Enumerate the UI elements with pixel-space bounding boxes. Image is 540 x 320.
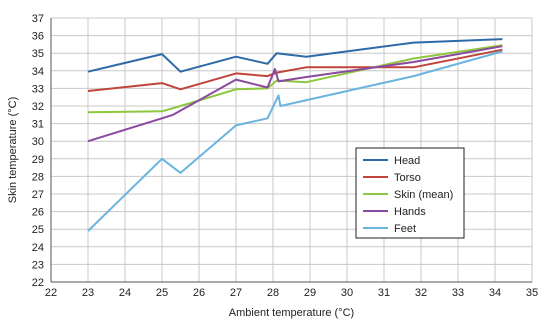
x-tick-label: 29 [304,287,316,299]
x-tick-label: 28 [267,287,279,299]
y-tick-label: 24 [32,242,44,254]
y-axis-title: Skin temperature (°C) [7,97,19,204]
x-tick-label: 33 [452,287,464,299]
chart-series [87,38,503,232]
y-tick-label: 23 [32,259,44,271]
x-tick-label: 24 [119,287,131,299]
y-tick-label: 29 [32,154,44,166]
y-tick-label: 35 [32,48,44,60]
y-tick-label: 26 [32,207,44,219]
y-tick-label: 37 [32,13,44,25]
y-tick-label: 36 [32,31,44,43]
x-tick-label: 34 [489,287,501,299]
chart-legend: Head Torso Skin (mean) Hands Feet [355,147,465,239]
x-tick-label: 25 [156,287,168,299]
x-tick-label: 27 [230,287,242,299]
chart-axes [50,18,532,283]
y-tick-label: 33 [32,83,44,95]
series-line-hands [87,45,503,143]
y-tick-label: 30 [32,136,44,148]
x-tick-label: 26 [193,287,205,299]
x-tick-label: 32 [415,287,427,299]
y-tick-label: 31 [32,119,44,131]
x-tick-label: 30 [341,287,353,299]
x-tick-label: 23 [82,287,94,299]
y-tick-label: 32 [32,101,44,113]
x-tick-label: 35 [526,287,538,299]
series-line-feet [87,50,503,232]
legend-label: Head [394,155,420,167]
legend-label: Hands [394,206,426,218]
y-tick-label: 22 [32,277,44,289]
y-tick-label: 27 [32,189,44,201]
x-axis-title: Ambient temperature (°C) [229,307,354,319]
x-tick-label: 31 [378,287,390,299]
legend-label: Feet [394,223,416,235]
y-tick-label: 25 [32,224,44,236]
legend-label: Skin (mean) [394,189,453,201]
x-tick-labels: 22 23 24 25 26 27 28 29 30 31 32 33 34 35 [45,287,538,299]
y-tick-labels: 22 23 24 25 26 27 28 29 30 31 32 33 34 35 36 37 [32,13,44,289]
legend-label: Torso [394,172,421,184]
y-tick-label: 28 [32,171,44,183]
y-tick-label: 34 [32,66,44,78]
series-line-head [87,38,503,73]
x-tick-label: 22 [45,287,57,299]
